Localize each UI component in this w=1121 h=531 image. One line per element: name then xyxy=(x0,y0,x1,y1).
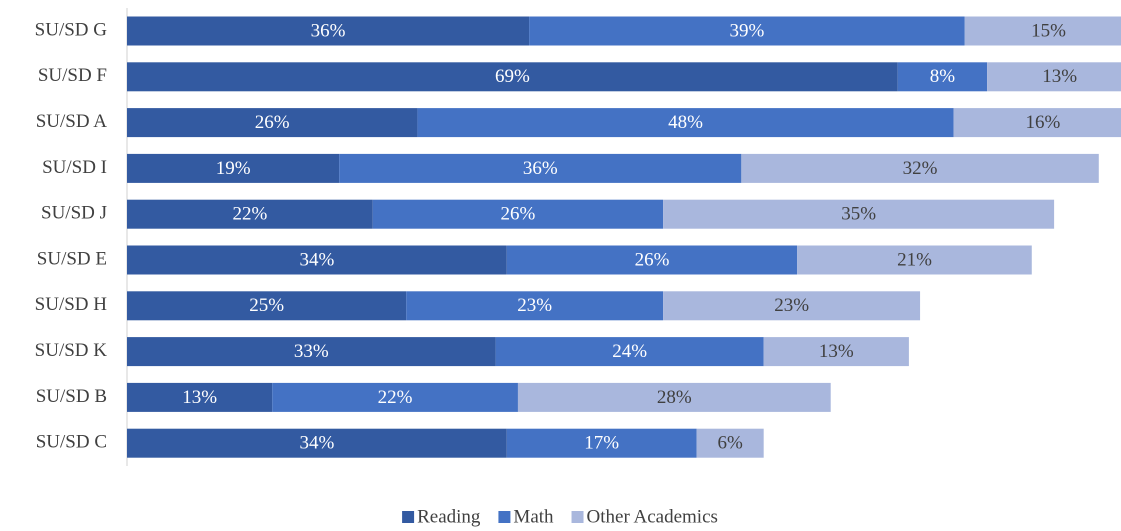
bar-segment xyxy=(417,108,954,138)
bar-segment xyxy=(127,291,407,321)
data-label: 8% xyxy=(930,66,956,87)
legend-swatch xyxy=(402,511,415,523)
bar-segment xyxy=(339,153,742,183)
bar-segment xyxy=(127,16,530,46)
bar-segment xyxy=(529,16,965,46)
y-tick-label: SU/SD B xyxy=(36,386,107,407)
data-label: 21% xyxy=(897,249,932,270)
data-label: 36% xyxy=(523,158,558,179)
data-label: 19% xyxy=(216,158,251,179)
data-label: 36% xyxy=(311,20,346,41)
y-tick-label: SU/SD C xyxy=(36,432,107,453)
bar-segment xyxy=(127,245,507,275)
bar-segment xyxy=(127,108,418,138)
y-tick-label: SU/SD A xyxy=(36,111,108,132)
data-label: 24% xyxy=(612,341,647,362)
bar-segment xyxy=(663,199,1055,229)
data-label: 34% xyxy=(299,433,334,454)
bar-segment xyxy=(272,382,518,412)
data-label: 69% xyxy=(495,66,530,87)
legend-swatch xyxy=(571,511,584,523)
bar-segment xyxy=(127,199,373,229)
bar-segment xyxy=(763,337,909,367)
legend-label: Other Academics xyxy=(587,506,718,527)
data-label: 15% xyxy=(1031,20,1066,41)
data-label: 25% xyxy=(249,295,284,316)
data-label: 23% xyxy=(774,295,809,316)
bar-segment xyxy=(797,245,1032,275)
data-label: 13% xyxy=(1042,66,1077,87)
bar-segment xyxy=(663,291,921,321)
y-tick-label: SU/SD I xyxy=(42,157,107,178)
data-label: 39% xyxy=(730,20,765,41)
legend-swatch xyxy=(498,511,511,523)
bar-segment xyxy=(127,337,496,367)
y-tick-label: SU/SD F xyxy=(38,65,107,86)
y-tick-label: SU/SD E xyxy=(37,248,107,269)
bar-segment xyxy=(127,153,340,183)
data-label: 26% xyxy=(635,249,670,270)
y-tick-label: SU/SD K xyxy=(35,340,108,361)
bar-segment xyxy=(127,62,898,92)
data-label: 28% xyxy=(657,387,692,408)
data-label: 32% xyxy=(903,158,938,179)
bar-segment xyxy=(741,153,1099,183)
bar-segment xyxy=(897,62,988,92)
data-label: 13% xyxy=(819,341,854,362)
y-tick-label: SU/SD J xyxy=(41,203,107,224)
bar-segment xyxy=(506,245,798,275)
bar-segment xyxy=(495,337,764,367)
y-tick-label: SU/SD G xyxy=(35,19,108,40)
legend-label: Reading xyxy=(417,506,481,527)
data-label: 34% xyxy=(299,249,334,270)
data-label: 35% xyxy=(841,204,876,225)
bar-segment xyxy=(696,428,764,458)
bar-segment xyxy=(406,291,664,321)
data-label: 13% xyxy=(182,387,217,408)
bar-segment xyxy=(127,382,273,412)
data-label: 22% xyxy=(232,204,267,225)
bar-segment xyxy=(372,199,664,229)
data-label: 33% xyxy=(294,341,329,362)
legend: Reading Math Other Academics xyxy=(402,506,718,527)
data-label: 17% xyxy=(584,433,619,454)
data-label: 26% xyxy=(255,112,290,133)
data-label: 48% xyxy=(668,112,703,133)
bar-segment xyxy=(953,108,1121,138)
data-label: 26% xyxy=(501,204,536,225)
bar-segment xyxy=(127,428,507,458)
bar-segment xyxy=(517,382,831,412)
data-label: 23% xyxy=(517,295,552,316)
data-label: 22% xyxy=(378,387,413,408)
legend-label: Math xyxy=(513,506,554,527)
data-label: 6% xyxy=(718,433,744,454)
y-tick-label: SU/SD H xyxy=(35,294,108,315)
bar-segment xyxy=(964,16,1121,46)
data-label: 16% xyxy=(1026,112,1061,133)
bar-segment xyxy=(506,428,697,458)
bar-segment xyxy=(987,62,1121,92)
